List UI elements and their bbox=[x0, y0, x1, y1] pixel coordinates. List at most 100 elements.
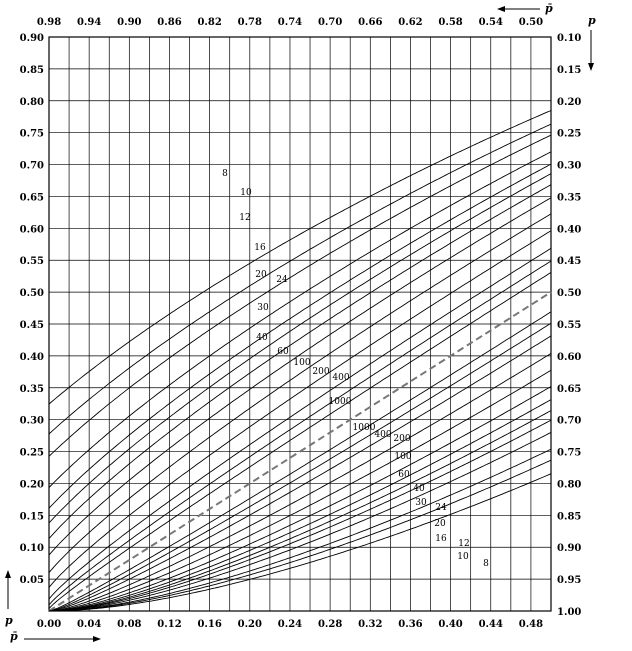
left-tick-label: 0.80 bbox=[20, 97, 44, 108]
right-tick-label: 0.25 bbox=[557, 129, 581, 140]
lower-curve-label: 100 bbox=[394, 452, 411, 462]
lower-curve-label: 200 bbox=[393, 434, 410, 444]
lower-curve-label: 12 bbox=[458, 539, 469, 549]
upper-curve-label: 12 bbox=[239, 213, 250, 223]
right-tick-label: 0.45 bbox=[557, 256, 581, 267]
right-tick-label: 0.55 bbox=[557, 320, 581, 331]
upper-curve-label: 40 bbox=[256, 333, 268, 343]
grid bbox=[48, 36, 552, 612]
bottom-tick-label: 0.44 bbox=[479, 619, 503, 630]
upper-curve-n400 bbox=[48, 260, 552, 606]
right-tick-label: 0.40 bbox=[557, 224, 581, 235]
upper-curve-n10 bbox=[48, 123, 552, 435]
left-tick-label: 0.60 bbox=[20, 224, 44, 235]
top-axis-symbol: p̄ bbox=[545, 2, 553, 15]
upper-curve-n20 bbox=[48, 163, 552, 509]
bottom-axis-symbol: p̄ bbox=[10, 630, 18, 643]
upper-curve-n24 bbox=[48, 173, 552, 524]
lower-curve-label: 10 bbox=[457, 552, 469, 562]
left-tick-label: 0.35 bbox=[20, 384, 44, 395]
left-arrow-head-icon bbox=[5, 570, 11, 578]
top-tick-label: 0.86 bbox=[157, 17, 181, 28]
lower-curve-label: 24 bbox=[435, 503, 447, 513]
right-tick-label: 0.75 bbox=[557, 448, 581, 459]
lower-curve-n1000 bbox=[48, 311, 552, 612]
bottom-tick-label: 0.08 bbox=[117, 619, 141, 630]
upper-curve-n100 bbox=[48, 230, 552, 588]
upper-curve-n1000 bbox=[48, 272, 552, 609]
upper-curve-n12 bbox=[48, 134, 552, 457]
lower-curve-n40 bbox=[49, 386, 552, 612]
lower-curve-label: 16 bbox=[435, 534, 447, 544]
upper-curve-label: 400 bbox=[332, 373, 349, 383]
upper-curve-label: 60 bbox=[277, 347, 289, 357]
right-tick-label: 0.15 bbox=[557, 65, 581, 76]
tick-labels: 0.00 0.04 0.08 0.12 0.16 0.20 0.24 0.28 0.32 0.36… bbox=[20, 17, 582, 630]
right-tick-label: 0.30 bbox=[557, 161, 581, 172]
upper-curve-label: 200 bbox=[312, 367, 329, 377]
lower-curve-label: 1000 bbox=[353, 423, 376, 433]
bottom-tick-label: 0.16 bbox=[197, 619, 221, 630]
left-tick-label: 0.30 bbox=[20, 416, 44, 427]
lower-curve-n24 bbox=[49, 410, 552, 612]
bottom-tick-label: 0.36 bbox=[398, 619, 422, 630]
lower-curve-n400 bbox=[48, 322, 552, 612]
upper-curve-n40 bbox=[48, 197, 552, 556]
lower-curve-n8 bbox=[49, 473, 552, 612]
upper-curve-label: 100 bbox=[293, 358, 310, 368]
lower-curve-n60 bbox=[48, 369, 552, 612]
right-tick-label: 0.80 bbox=[557, 479, 581, 490]
left-axis-symbol: p bbox=[5, 614, 13, 627]
right-tick-label: 0.35 bbox=[557, 192, 581, 203]
upper-curve-label: 10 bbox=[240, 188, 252, 198]
diagonal-line bbox=[48, 291, 552, 612]
right-tick-label: 1.00 bbox=[557, 607, 581, 618]
upper-curve-n60 bbox=[48, 213, 552, 573]
upper-curve-n16 bbox=[48, 151, 552, 488]
lower-curve-label: 400 bbox=[374, 430, 391, 440]
right-tick-label: 0.85 bbox=[557, 511, 581, 522]
left-tick-label: 0.90 bbox=[20, 33, 44, 44]
left-tick-label: 0.70 bbox=[20, 161, 44, 172]
bottom-arrow-head-icon bbox=[93, 636, 101, 642]
bottom-tick-label: 0.32 bbox=[358, 619, 382, 630]
top-tick-label: 0.78 bbox=[238, 17, 262, 28]
bottom-tick-label: 0.04 bbox=[77, 619, 101, 630]
lower-curve-n100 bbox=[48, 353, 552, 612]
top-tick-label: 0.50 bbox=[519, 17, 543, 28]
left-tick-label: 0.50 bbox=[20, 288, 44, 299]
upper-curve-label: 16 bbox=[254, 243, 266, 253]
left-tick-label: 0.05 bbox=[20, 575, 44, 586]
lower-curve-n200 bbox=[48, 335, 552, 612]
top-tick-label: 0.90 bbox=[117, 17, 141, 28]
right-axis-symbol: p bbox=[588, 14, 596, 27]
right-tick-label: 0.90 bbox=[557, 543, 581, 554]
top-tick-label: 0.98 bbox=[37, 17, 61, 28]
left-tick-label: 0.25 bbox=[20, 448, 44, 459]
upper-curve-label: 30 bbox=[257, 303, 269, 313]
left-tick-label: 0.40 bbox=[20, 352, 44, 363]
left-tick-label: 0.10 bbox=[20, 543, 44, 554]
bottom-tick-label: 0.00 bbox=[37, 619, 61, 630]
right-tick-label: 0.70 bbox=[557, 416, 581, 427]
top-arrow-head-icon bbox=[497, 6, 505, 12]
lower-curve-n12 bbox=[49, 448, 552, 612]
lower-curve-n20 bbox=[49, 419, 552, 612]
lower-curve-label: 8 bbox=[483, 559, 489, 569]
right-tick-label: 0.95 bbox=[557, 575, 581, 586]
upper-curve-n30 bbox=[48, 184, 552, 539]
top-tick-label: 0.94 bbox=[77, 17, 101, 28]
right-tick-label: 0.65 bbox=[557, 384, 581, 395]
top-tick-label: 0.58 bbox=[438, 17, 462, 28]
left-tick-label: 0.55 bbox=[20, 256, 44, 267]
curves bbox=[48, 110, 552, 612]
bottom-tick-label: 0.40 bbox=[438, 619, 462, 630]
upper-curve-label: 1000 bbox=[329, 397, 352, 407]
top-tick-label: 0.66 bbox=[358, 17, 382, 28]
top-tick-label: 0.82 bbox=[197, 17, 221, 28]
bottom-tick-label: 0.24 bbox=[278, 619, 302, 630]
upper-curve-label: 8 bbox=[222, 169, 228, 179]
lower-curve-label: 40 bbox=[413, 484, 425, 494]
